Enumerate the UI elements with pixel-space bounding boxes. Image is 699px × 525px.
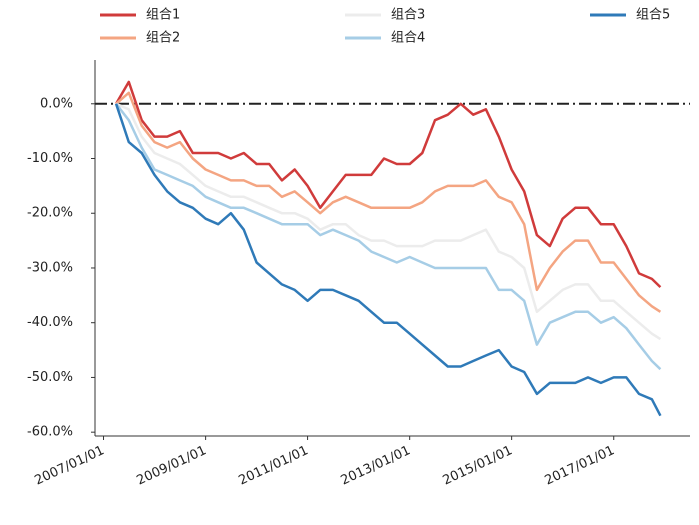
legend-label: 组合3 [391, 8, 425, 23]
y-tick-label: -20.0% [27, 206, 73, 221]
x-tick-label: 2017/01/01 [543, 443, 617, 488]
y-tick-label: -50.0% [27, 370, 73, 385]
y-tick-label: -30.0% [27, 260, 73, 275]
y-tick-label: -60.0% [27, 425, 73, 440]
x-tick-label: 2013/01/01 [339, 443, 413, 488]
x-tick-label: 2009/01/01 [135, 443, 209, 488]
y-tick-label: -40.0% [27, 315, 73, 330]
series-line [115, 103, 662, 371]
series-line [115, 91, 662, 313]
legend-label: 组合2 [146, 31, 180, 46]
legend-label: 组合5 [636, 8, 670, 23]
legend-label: 组合1 [146, 8, 180, 23]
series-line [114, 103, 662, 417]
x-tick-label: 2015/01/01 [441, 443, 515, 488]
series-line [115, 102, 662, 341]
y-tick-label: -10.0% [27, 151, 73, 166]
series-line [115, 80, 662, 288]
y-tick-label: 0.0% [40, 96, 73, 111]
x-tick-label: 2011/01/01 [236, 443, 310, 488]
legend-label: 组合4 [391, 31, 425, 46]
x-tick-label: 2007/01/01 [32, 443, 106, 488]
